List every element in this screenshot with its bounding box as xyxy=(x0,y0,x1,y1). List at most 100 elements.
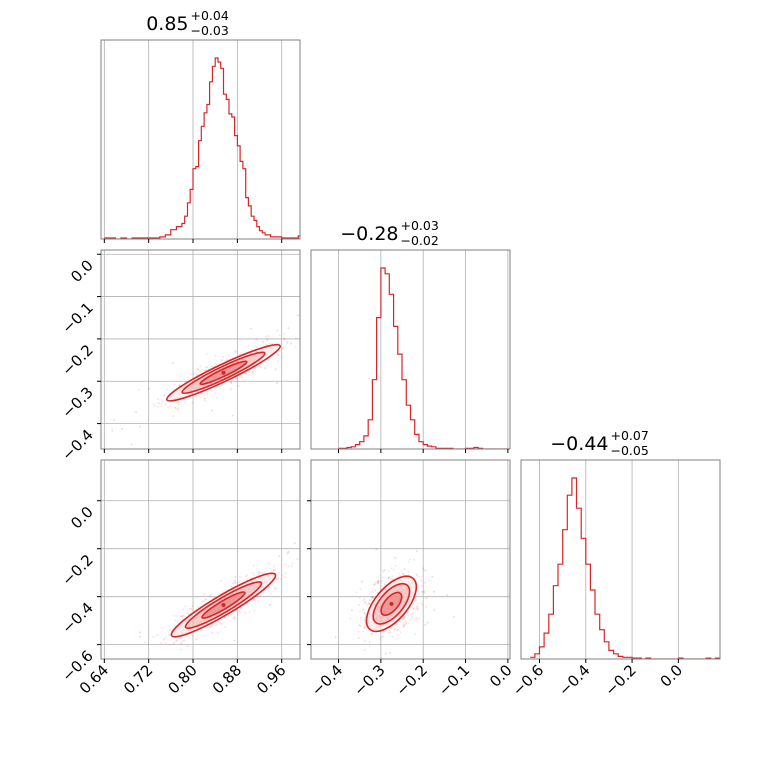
sample-point xyxy=(221,358,224,361)
sample-point xyxy=(252,564,255,567)
sample-point xyxy=(268,586,270,589)
sample-point xyxy=(394,627,397,630)
title-plus: +0.04 xyxy=(191,8,229,23)
sample-point xyxy=(267,335,270,337)
sample-point xyxy=(277,360,279,363)
sample-point xyxy=(172,672,174,674)
sample-point xyxy=(394,565,397,568)
sample-point xyxy=(422,591,424,594)
sample-point xyxy=(235,377,238,380)
sample-point xyxy=(290,564,293,567)
sample-point xyxy=(206,366,209,369)
sample-point xyxy=(184,605,187,608)
sample-point xyxy=(181,615,184,617)
sample-point xyxy=(368,599,371,602)
sample-point xyxy=(230,381,233,384)
sample-point xyxy=(239,607,242,610)
sample-point xyxy=(139,425,142,428)
sample-point xyxy=(373,583,376,586)
sample-point xyxy=(180,648,183,651)
sample-point xyxy=(235,609,238,612)
sample-point xyxy=(400,621,403,624)
sample-point xyxy=(402,624,405,627)
sample-point xyxy=(241,376,244,379)
sample-point xyxy=(203,634,206,637)
sample-point xyxy=(360,618,363,621)
sample-point xyxy=(389,631,392,634)
sample-point xyxy=(206,392,209,395)
sample-point xyxy=(181,615,184,617)
sample-point xyxy=(256,595,259,598)
sample-point xyxy=(182,639,185,642)
panel-2-1: −0.4 −0.3 −0.2 −0.1 0.0 xyxy=(307,459,516,700)
sample-point xyxy=(276,353,279,356)
sample-point xyxy=(195,373,198,376)
sample-point xyxy=(257,595,259,598)
sample-point xyxy=(376,580,379,583)
sample-point xyxy=(169,404,172,407)
sample-point xyxy=(255,338,258,341)
sample-point xyxy=(363,648,366,651)
sample-point xyxy=(251,370,254,373)
sample-point xyxy=(363,612,366,615)
sample-point xyxy=(371,596,374,599)
sample-point xyxy=(201,600,204,603)
y-tick-label: −0.1 xyxy=(58,299,96,337)
sample-point xyxy=(359,624,362,627)
sample-point xyxy=(403,621,406,624)
sample-point xyxy=(210,625,213,628)
title-plus: +0.03 xyxy=(401,218,439,233)
sample-point xyxy=(277,577,280,580)
x-tick-label: −0.4 xyxy=(308,661,346,699)
sample-point xyxy=(362,609,365,611)
sample-point xyxy=(271,342,274,345)
sample-point xyxy=(370,633,373,636)
sample-point xyxy=(377,582,380,585)
sample-point xyxy=(396,637,399,640)
sample-point xyxy=(416,605,419,608)
sample-point xyxy=(131,660,133,662)
sample-point xyxy=(361,580,364,583)
sample-point xyxy=(259,366,262,369)
sample-point xyxy=(384,652,387,655)
sample-point xyxy=(404,623,407,626)
sample-point xyxy=(225,358,228,361)
sample-point xyxy=(224,589,227,592)
sample-point xyxy=(368,602,371,605)
sample-point xyxy=(372,596,375,599)
sample-point xyxy=(163,394,166,397)
sample-point xyxy=(229,614,232,617)
sample-point xyxy=(230,585,233,588)
sample-point xyxy=(374,581,377,584)
sample-point xyxy=(195,638,197,640)
sample-point xyxy=(431,575,434,578)
sample-point xyxy=(227,354,230,357)
sample-point xyxy=(403,623,406,626)
histogram-step-0 xyxy=(104,57,300,239)
sample-point xyxy=(366,604,368,606)
sample-point xyxy=(237,384,240,387)
panel-frame xyxy=(100,39,301,240)
sample-point xyxy=(371,633,373,636)
sample-point xyxy=(245,575,248,578)
sample-point xyxy=(234,582,237,584)
sample-point xyxy=(213,392,216,395)
sample-point xyxy=(416,602,419,605)
sample-point xyxy=(284,576,287,579)
sample-point xyxy=(186,645,189,648)
sample-point xyxy=(174,406,177,409)
sample-point xyxy=(234,350,237,353)
sample-point xyxy=(273,565,276,568)
sample-point xyxy=(363,611,366,614)
sample-point xyxy=(274,568,277,571)
sample-point xyxy=(262,571,265,574)
sample-point xyxy=(266,338,269,340)
sample-point xyxy=(425,605,428,608)
sample-point xyxy=(286,342,289,345)
sample-point xyxy=(210,390,213,392)
sample-point xyxy=(157,398,160,401)
sample-point xyxy=(398,572,401,575)
sample-point xyxy=(401,617,404,620)
panel-background xyxy=(101,40,300,239)
sample-point xyxy=(186,398,189,401)
